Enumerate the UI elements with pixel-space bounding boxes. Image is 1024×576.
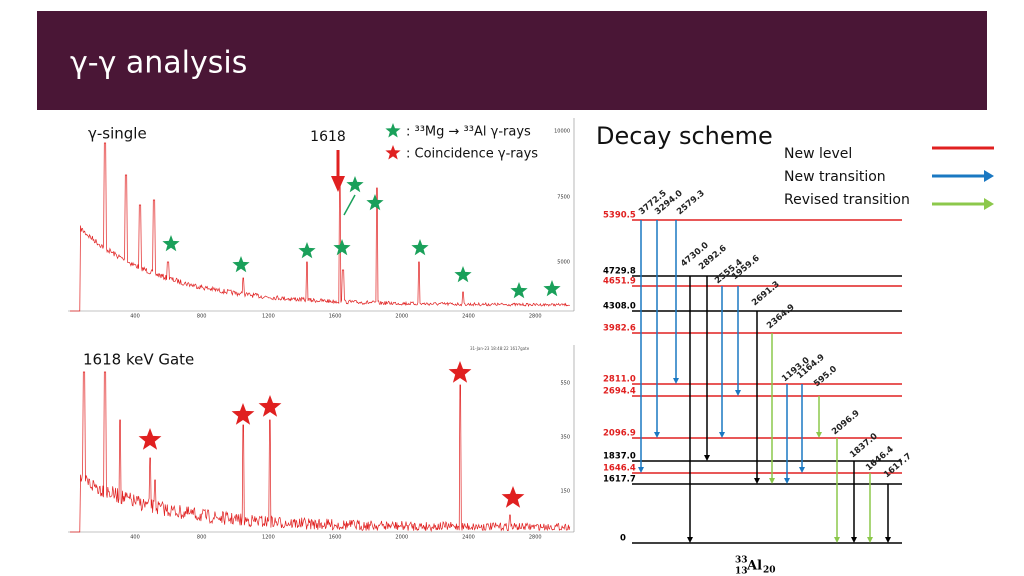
star — [411, 239, 429, 256]
x-tick-label: 2400 — [462, 535, 475, 541]
level-label: 2694.4 — [603, 387, 636, 397]
star — [333, 239, 351, 256]
star — [543, 280, 561, 297]
title: γ-γ analysis — [70, 46, 247, 81]
x-tick-label: 1200 — [262, 314, 275, 320]
level-label: 4651.9 — [603, 277, 636, 287]
transition-head — [769, 478, 775, 484]
content: 400 800 1200 1600 2000 2400 2800 10000 7500 5000 4… — [68, 118, 994, 576]
x-tick-label: 800 — [197, 535, 207, 541]
transition-head — [735, 390, 741, 396]
star — [298, 242, 316, 259]
panel-label: 1618 keV Gate — [83, 351, 194, 369]
level-label: 4308.0 — [603, 302, 636, 312]
transition-head — [704, 455, 710, 461]
star — [448, 361, 472, 383]
transition-label: 2096.9 — [830, 408, 862, 437]
x-tick-label: 800 — [197, 314, 207, 320]
transition-label: 2364.9 — [765, 302, 797, 331]
y-tick-label: 7500 — [557, 195, 570, 201]
transition-head — [719, 432, 725, 438]
legend-text: New transition — [784, 169, 886, 185]
nucleus-n: 20 — [763, 566, 776, 576]
panel-label: γ-single — [88, 125, 147, 143]
transition-head — [867, 537, 873, 543]
legend-arrow — [984, 170, 994, 182]
star — [162, 235, 180, 252]
star — [258, 395, 282, 417]
level-label: 1837.0 — [603, 452, 636, 462]
star — [385, 123, 401, 138]
x-tick-label: 2400 — [462, 314, 475, 320]
transition-head — [799, 467, 805, 473]
star — [454, 266, 472, 283]
transition-head — [654, 432, 660, 438]
legend-text: Revised transition — [784, 192, 910, 208]
star — [510, 282, 528, 299]
transition-head — [784, 478, 790, 484]
transition-head — [673, 378, 679, 384]
arrow — [343, 194, 356, 216]
legend-text: New level — [784, 146, 852, 162]
star — [346, 176, 364, 193]
level-label: 1646.4 — [603, 464, 636, 474]
y-tick-label: 5000 — [557, 260, 570, 266]
transition-head — [754, 478, 760, 484]
transition-label: 2691.3 — [750, 279, 782, 308]
y-tick-label: 10000 — [554, 129, 570, 135]
x-tick-label: 400 — [130, 535, 140, 541]
level-label: 1617.7 — [603, 475, 636, 485]
transition-head — [687, 537, 693, 543]
spectrum — [70, 371, 571, 533]
x-tick-label: 2000 — [395, 535, 408, 541]
x-tick-label: 1600 — [329, 314, 342, 320]
transition-head — [851, 537, 857, 543]
level-label: 2811.0 — [603, 375, 636, 385]
peak-label: 1618 — [310, 129, 346, 145]
star — [385, 145, 401, 160]
nucleus-z: 13 — [735, 567, 748, 576]
transition-head — [885, 537, 891, 543]
transition-head — [816, 432, 822, 438]
star — [231, 403, 255, 425]
level-label: 0 — [620, 534, 626, 544]
y-tick-label: 150 — [560, 489, 570, 495]
x-tick-label: 2000 — [395, 314, 408, 320]
legend-text: : Coincidence γ-rays — [406, 147, 538, 162]
y-tick-label: 350 — [560, 435, 570, 441]
spectrum — [70, 142, 570, 312]
transition-head — [638, 467, 644, 473]
x-tick-label: 1200 — [262, 535, 275, 541]
star — [138, 428, 162, 450]
y-tick-label: 550 — [560, 381, 570, 387]
level-label: 5390.5 — [603, 211, 636, 221]
level-label: 4729.8 — [603, 267, 636, 277]
legend-text: : ³³Mg → ³³Al γ-rays — [406, 125, 531, 140]
star — [501, 486, 525, 508]
transition-head — [834, 537, 840, 543]
legend-arrow — [984, 198, 994, 210]
level-label: 2096.9 — [603, 429, 636, 439]
nucleus-symbol: Al — [746, 559, 762, 574]
star — [366, 194, 384, 211]
star — [232, 256, 250, 273]
x-tick-label: 2800 — [529, 314, 542, 320]
x-tick-label: 1600 — [329, 535, 342, 541]
header-band — [37, 11, 987, 110]
x-tick-label: 400 — [130, 314, 140, 320]
stamp: 31-Jan-23 18:48:22 1617gate — [470, 346, 530, 351]
scheme-title: Decay scheme — [596, 122, 773, 150]
nucleus-mass: 33 — [735, 556, 748, 566]
level-label: 3982.6 — [603, 324, 636, 334]
arrow-head — [331, 176, 345, 192]
x-tick-label: 2800 — [529, 535, 542, 541]
